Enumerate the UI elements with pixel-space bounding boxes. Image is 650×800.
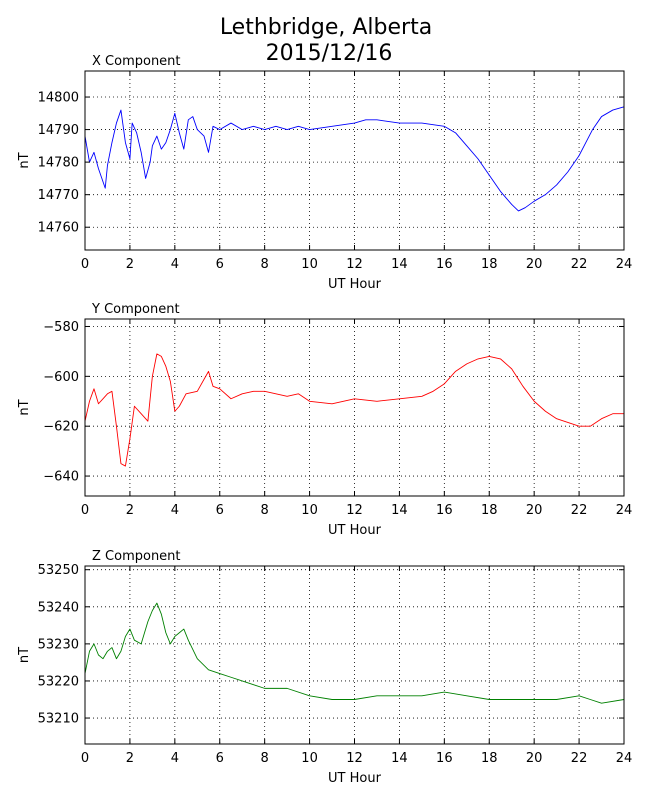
z-component-y-tick-label: 53220 xyxy=(38,674,79,689)
z-component-x-tick-label: 22 xyxy=(571,751,588,766)
z-component-y-tick-label: 53240 xyxy=(38,600,79,615)
z-component-y-axis-label: nT xyxy=(17,647,32,663)
x-component-series-line xyxy=(84,106,625,212)
x-component-x-tick-label: 16 xyxy=(436,257,453,272)
x-component-x-tick-label: 22 xyxy=(571,257,588,272)
y-component-title: Y Component xyxy=(91,302,180,317)
y-component-x-tick-label: 6 xyxy=(216,503,224,518)
x-component-y-tick-label: 14760 xyxy=(38,221,79,236)
y-component-x-tick-label: 14 xyxy=(391,503,408,518)
y-component-x-tick-label: 10 xyxy=(301,503,318,518)
x-component-x-tick-label: 20 xyxy=(526,257,543,272)
z-component-chart: 0 2 4 6 8 10 12 14 16 18 20 22 245321053220532305324… xyxy=(17,549,632,786)
z-component-y-tick-label: 53210 xyxy=(38,712,79,727)
y-component-x-tick-label: 18 xyxy=(481,503,498,518)
x-component-x-tick-label: 14 xyxy=(391,257,408,272)
z-component-title: Z Component xyxy=(92,549,181,564)
z-component-series-line xyxy=(84,602,625,704)
z-component-x-tick-label: 0 xyxy=(81,751,89,766)
z-component-x-tick-label: 12 xyxy=(346,751,363,766)
x-component-y-axis-label: nT xyxy=(17,152,32,168)
z-component-x-tick-label: 20 xyxy=(526,751,543,766)
y-component-x-tick-label: 0 xyxy=(81,503,89,518)
y-component-y-tick-label: −600 xyxy=(43,370,79,385)
x-component-x-tick-label: 18 xyxy=(481,257,498,272)
y-component-x-tick-label: 24 xyxy=(616,503,633,518)
y-component-x-tick-label: 8 xyxy=(261,503,269,518)
x-component-y-tick-label: 14780 xyxy=(38,156,79,171)
z-component-x-tick-label: 18 xyxy=(481,751,498,766)
z-component-x-axis-label: UT Hour xyxy=(328,771,382,786)
x-component-title: X Component xyxy=(92,54,181,69)
x-component-y-tick-label: 14800 xyxy=(38,91,79,106)
figure-title-line2: 2015/12/16 xyxy=(266,41,393,66)
x-component-y-tick-label: 14790 xyxy=(38,123,79,138)
z-component-y-tick-label: 53250 xyxy=(38,563,79,578)
y-component-x-tick-label: 4 xyxy=(171,503,179,518)
x-component-x-tick-label: 6 xyxy=(216,257,224,272)
z-component-x-tick-label: 14 xyxy=(391,751,408,766)
y-component-y-tick-label: −640 xyxy=(43,470,79,485)
x-component-x-axis-label: UT Hour xyxy=(328,277,382,292)
y-component-x-tick-label: 2 xyxy=(126,503,134,518)
x-component-x-tick-label: 8 xyxy=(261,257,269,272)
z-component-x-tick-label: 2 xyxy=(126,751,134,766)
y-component-x-tick-label: 12 xyxy=(346,503,363,518)
z-component-x-tick-label: 4 xyxy=(171,751,179,766)
x-component-x-tick-label: 0 xyxy=(81,257,89,272)
z-component-x-tick-label: 16 xyxy=(436,751,453,766)
x-component-x-tick-label: 4 xyxy=(171,257,179,272)
x-component-x-tick-label: 12 xyxy=(346,257,363,272)
y-component-x-tick-label: 22 xyxy=(571,503,588,518)
chart-panels: 0 2 4 6 8 10 12 14 16 18 20 22 241476014770147801479… xyxy=(17,54,632,786)
y-component-series-line xyxy=(84,353,624,467)
z-component-x-tick-label: 10 xyxy=(301,751,318,766)
y-component-x-tick-label: 16 xyxy=(436,503,453,518)
figure-title-line1: Lethbridge, Alberta xyxy=(220,15,432,40)
x-component-x-tick-label: 24 xyxy=(616,257,633,272)
y-component-y-axis-label: nT xyxy=(17,399,32,415)
z-component-x-tick-label: 8 xyxy=(261,751,269,766)
z-component-x-tick-label: 24 xyxy=(616,751,633,766)
x-component-y-tick-label: 14770 xyxy=(38,188,79,203)
z-component-x-tick-label: 6 xyxy=(216,751,224,766)
y-component-x-tick-label: 20 xyxy=(526,503,543,518)
x-component-chart: 0 2 4 6 8 10 12 14 16 18 20 22 241476014770147801479… xyxy=(17,54,632,292)
y-component-x-axis-label: UT Hour xyxy=(328,523,382,538)
y-component-y-tick-label: −620 xyxy=(43,420,79,435)
x-component-x-tick-label: 10 xyxy=(301,257,318,272)
y-component-y-tick-label: −580 xyxy=(43,320,79,335)
z-component-y-tick-label: 53230 xyxy=(38,637,79,652)
x-component-x-tick-label: 2 xyxy=(126,257,134,272)
